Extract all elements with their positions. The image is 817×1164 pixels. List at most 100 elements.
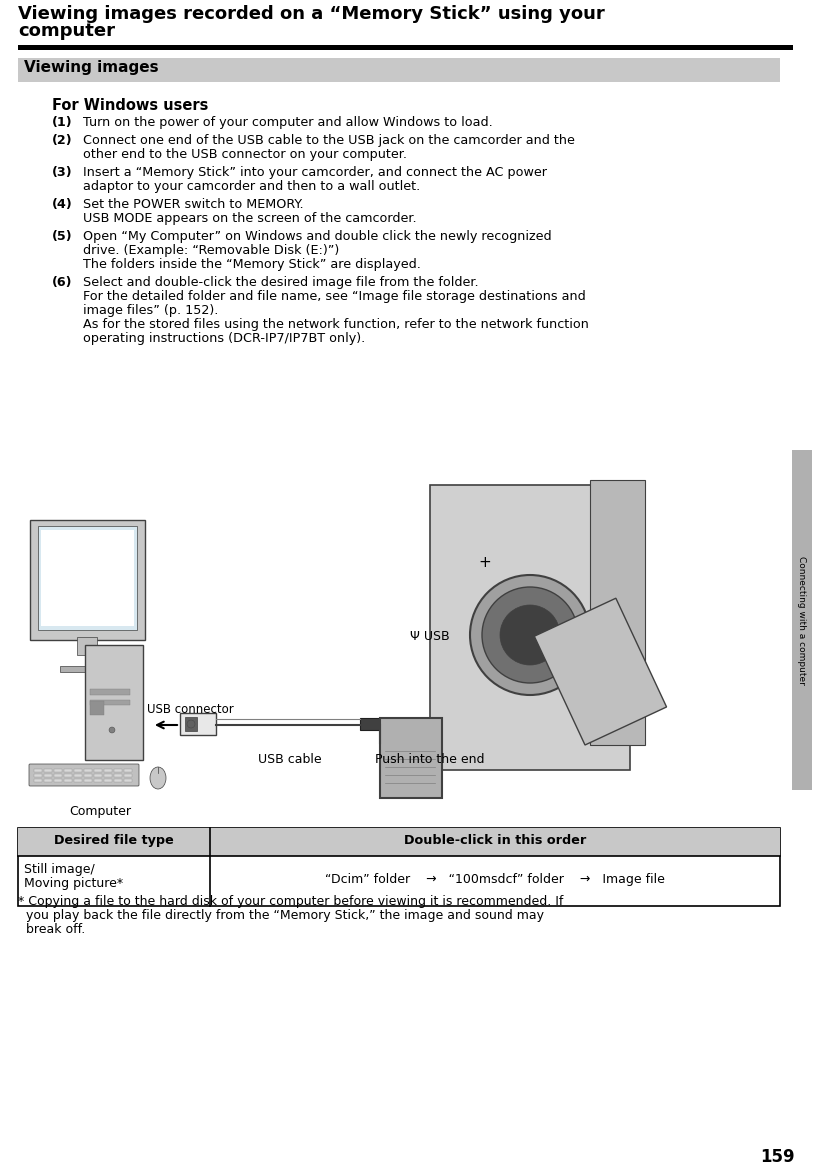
Text: +: +	[479, 555, 491, 570]
Bar	[41, 530, 134, 626]
Bar	[94, 769, 102, 772]
Text: As for the stored files using the network function, refer to the network functio: As for the stored files using the networ…	[83, 318, 589, 331]
Bar	[104, 774, 112, 778]
Circle shape	[109, 728, 115, 733]
Bar	[430, 485, 630, 771]
Text: Set the POWER switch to MEMORY.: Set the POWER switch to MEMORY.	[83, 198, 304, 211]
Bar	[84, 769, 92, 772]
Bar	[34, 769, 42, 772]
Text: * Copying a file to the hard disk of your computer before viewing it is recommen: * Copying a file to the hard disk of you…	[18, 895, 564, 908]
Bar	[85, 645, 143, 760]
Text: operating instructions (DCR-IP7/IP7BT only).: operating instructions (DCR-IP7/IP7BT on…	[83, 332, 365, 345]
FancyBboxPatch shape	[30, 520, 145, 640]
Circle shape	[470, 575, 590, 695]
Bar	[74, 779, 82, 782]
Bar	[18, 440, 790, 800]
Text: USB connector: USB connector	[146, 703, 234, 716]
Bar	[74, 769, 82, 772]
Bar	[44, 769, 52, 772]
Text: Insert a “Memory Stick” into your camcorder, and connect the AC power: Insert a “Memory Stick” into your camcor…	[83, 166, 547, 179]
Text: 159: 159	[761, 1148, 795, 1164]
Text: For Windows users: For Windows users	[52, 98, 208, 113]
Bar	[90, 700, 130, 705]
Text: break off.: break off.	[18, 923, 85, 936]
Bar	[44, 779, 52, 782]
Ellipse shape	[150, 767, 166, 789]
Bar	[94, 774, 102, 778]
Text: Moving picture*: Moving picture*	[24, 876, 123, 890]
Circle shape	[482, 587, 578, 683]
Text: (2): (2)	[52, 134, 73, 147]
Text: Desired file type: Desired file type	[54, 833, 174, 847]
Bar	[84, 779, 92, 782]
Bar	[18, 58, 780, 81]
Bar	[94, 779, 102, 782]
Bar	[54, 779, 62, 782]
Text: USB MODE appears on the screen of the camcorder.: USB MODE appears on the screen of the ca…	[83, 212, 417, 225]
Text: image files” (p. 152).: image files” (p. 152).	[83, 304, 218, 317]
Circle shape	[500, 605, 560, 665]
Bar	[64, 774, 72, 778]
Bar	[18, 45, 793, 50]
Bar	[534, 598, 667, 745]
Bar	[60, 666, 114, 672]
Text: Turn on the power of your computer and allow Windows to load.: Turn on the power of your computer and a…	[83, 116, 493, 129]
Text: Select and double-click the desired image file from the folder.: Select and double-click the desired imag…	[83, 276, 479, 289]
Bar	[185, 717, 197, 731]
Bar	[38, 526, 137, 630]
Bar	[54, 769, 62, 772]
Text: Viewing images: Viewing images	[24, 61, 158, 74]
Bar	[74, 774, 82, 778]
Text: Computer: Computer	[69, 805, 131, 818]
Bar	[64, 769, 72, 772]
Bar	[104, 779, 112, 782]
Bar	[54, 774, 62, 778]
Bar	[18, 828, 780, 906]
FancyBboxPatch shape	[29, 764, 139, 786]
Bar	[34, 774, 42, 778]
Bar	[114, 769, 122, 772]
Text: (6): (6)	[52, 276, 73, 289]
Bar	[792, 450, 812, 790]
Bar	[114, 779, 122, 782]
Text: Connect one end of the USB cable to the USB jack on the camcorder and the: Connect one end of the USB cable to the …	[83, 134, 575, 147]
Bar	[360, 718, 380, 730]
Bar	[124, 779, 132, 782]
Text: (3): (3)	[52, 166, 73, 179]
Bar	[104, 769, 112, 772]
Bar	[44, 774, 52, 778]
Bar	[64, 779, 72, 782]
Text: (5): (5)	[52, 230, 73, 243]
Text: Viewing images recorded on a “Memory Stick” using your: Viewing images recorded on a “Memory Sti…	[18, 5, 605, 23]
Text: (1): (1)	[52, 116, 73, 129]
Text: (4): (4)	[52, 198, 73, 211]
Bar	[18, 828, 780, 856]
Text: The folders inside the “Memory Stick” are displayed.: The folders inside the “Memory Stick” ar…	[83, 258, 421, 271]
Text: “Dcim” folder    →   “100msdcf” folder    →   Image file: “Dcim” folder → “100msdcf” folder → Imag…	[325, 873, 665, 886]
Bar	[84, 774, 92, 778]
Text: Open “My Computer” on Windows and double click the newly recognized: Open “My Computer” on Windows and double…	[83, 230, 551, 243]
Text: Ψ USB: Ψ USB	[410, 630, 450, 643]
Bar	[34, 779, 42, 782]
Circle shape	[187, 721, 195, 728]
Bar	[124, 774, 132, 778]
Bar	[114, 774, 122, 778]
Bar	[180, 714, 216, 734]
Text: For the detailed folder and file name, see “Image file storage destinations and: For the detailed folder and file name, s…	[83, 290, 586, 303]
Text: Double-click in this order: Double-click in this order	[404, 833, 586, 847]
Text: you play back the file directly from the “Memory Stick,” the image and sound may: you play back the file directly from the…	[18, 909, 544, 922]
Bar	[77, 637, 97, 655]
Text: USB cable: USB cable	[258, 753, 322, 766]
Bar	[380, 718, 442, 799]
Bar	[590, 480, 645, 745]
Bar	[90, 689, 130, 695]
Text: Still image/: Still image/	[24, 863, 95, 876]
Text: Connecting with a computer: Connecting with a computer	[797, 555, 806, 684]
Bar	[124, 769, 132, 772]
Text: drive. (Example: “Removable Disk (E:)”): drive. (Example: “Removable Disk (E:)”)	[83, 244, 339, 257]
Text: other end to the USB connector on your computer.: other end to the USB connector on your c…	[83, 148, 407, 161]
Text: computer: computer	[18, 22, 115, 40]
Text: adaptor to your camcorder and then to a wall outlet.: adaptor to your camcorder and then to a …	[83, 180, 420, 193]
Bar	[90, 701, 104, 715]
Text: Push into the end: Push into the end	[375, 753, 484, 766]
